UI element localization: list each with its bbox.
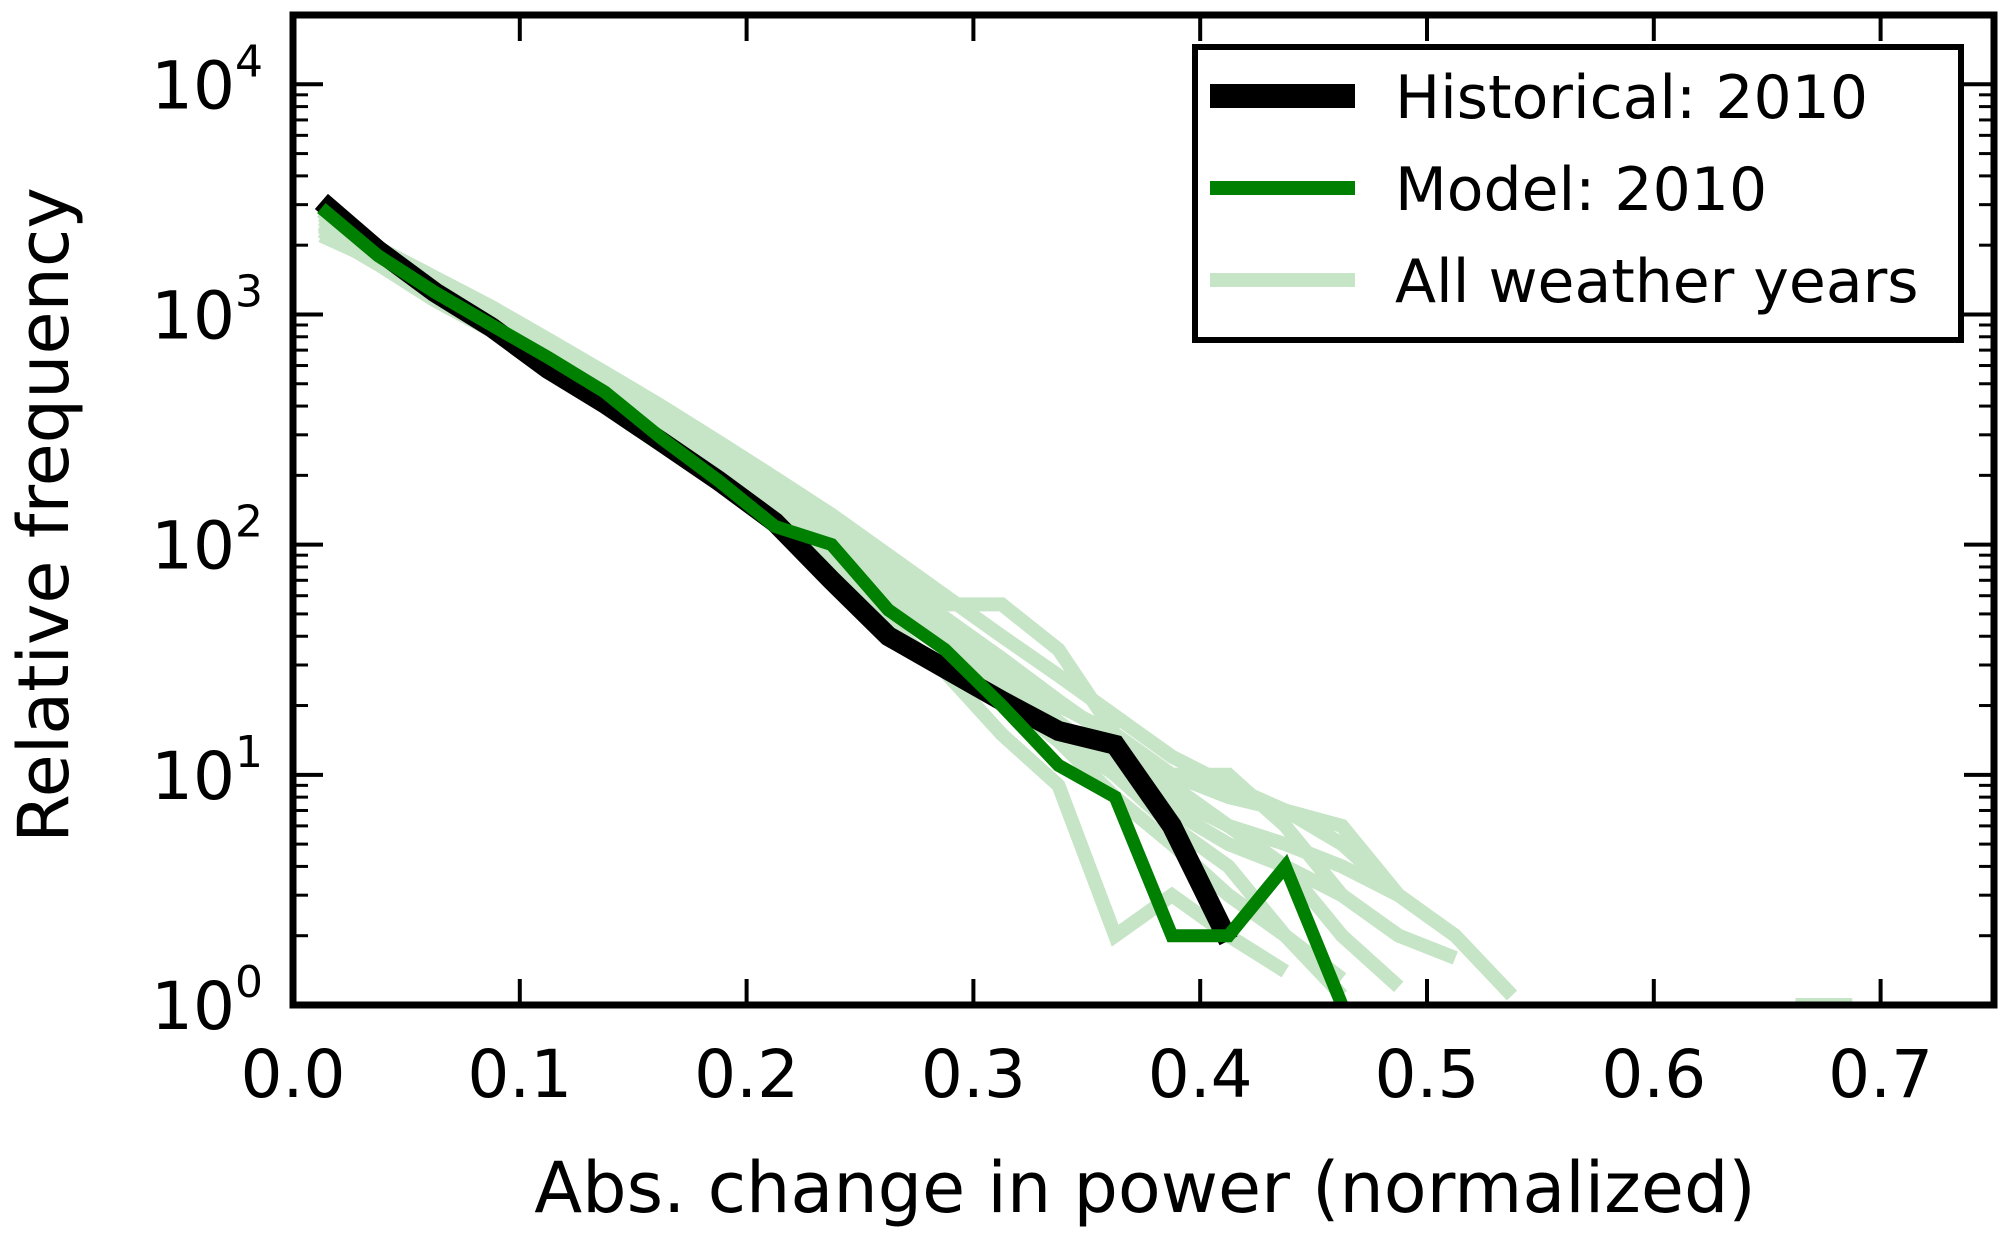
x-tick-label: 0.2: [694, 1036, 799, 1113]
y-tick-label: 103: [151, 266, 263, 354]
x-tick-label: 0.0: [241, 1036, 346, 1113]
x-tick-label: 0.6: [1601, 1036, 1706, 1113]
y-tick-label: 100: [151, 957, 263, 1045]
legend: Historical: 2010 Model: 2010 All weather…: [1192, 44, 1964, 343]
y-tick-label: 101: [151, 727, 263, 815]
x-tick-label: 0.1: [467, 1036, 572, 1113]
labels-layer: 0.0 0.1 0.2 0.3 0.4 0.5 0.6 0.7 100 101 102 103 104: [151, 36, 1933, 1113]
plot-frame: [289, 11, 1998, 1009]
x-tick-label: 0.7: [1828, 1036, 1933, 1113]
weather-year-line: [317, 209, 1460, 942]
x-tick-label: 0.4: [1148, 1036, 1253, 1113]
x-axis-label: Abs. change in power (normalized): [534, 1147, 1755, 1229]
y-tick-label: 104: [151, 36, 263, 124]
model-2010-line: [317, 203, 1349, 1005]
y-axis-label: Relative frequency: [3, 187, 85, 843]
y-tick-label: 102: [151, 497, 263, 585]
x-tick-label: 0.5: [1375, 1036, 1480, 1113]
x-tick-label: 0.3: [921, 1036, 1026, 1113]
lines-layer: [314, 193, 1853, 1005]
legend-label-model: Model: 2010: [1395, 155, 1767, 225]
legend-label-weather: All weather years: [1395, 247, 1919, 317]
legend-label-historical: Historical: 2010: [1395, 63, 1868, 133]
